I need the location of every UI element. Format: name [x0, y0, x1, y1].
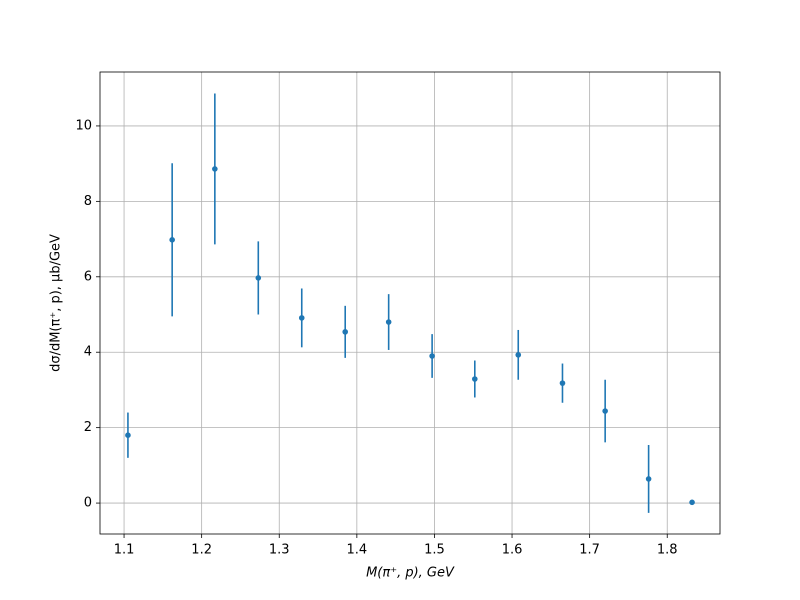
x-tick-label: 1.7 — [579, 543, 600, 558]
point — [342, 329, 349, 335]
point — [169, 237, 175, 243]
point — [559, 380, 566, 386]
plot-frame — [99, 71, 721, 535]
y-tick-label: 8 — [84, 194, 92, 209]
point — [645, 476, 652, 482]
point — [515, 352, 522, 358]
y-tick-label: 0 — [84, 496, 92, 511]
x-tick-label: 1.8 — [657, 543, 678, 558]
x-tick-label: 1.2 — [191, 543, 212, 558]
x-tick-label: 1.4 — [347, 543, 368, 558]
y-tick-label: 2 — [84, 420, 92, 435]
point — [471, 376, 478, 382]
x-axis-label: M(π⁺, p), GeV — [366, 566, 455, 581]
y-tick-label: 10 — [75, 118, 92, 133]
point — [602, 408, 608, 414]
x-tick-label: 1.1 — [114, 543, 135, 558]
y-tick-label: 4 — [84, 345, 92, 360]
x-tick-label: 1.3 — [269, 543, 290, 558]
point — [125, 432, 131, 438]
x-tick-label: 1.6 — [502, 543, 523, 558]
point — [385, 319, 392, 325]
point — [255, 275, 262, 281]
point — [212, 166, 218, 172]
y-tick-label: 6 — [84, 269, 92, 284]
x-tick-label: 1.5 — [424, 543, 445, 558]
point — [429, 353, 435, 359]
y-axis-label: dσ/dM(π⁺, p), μb/GeV — [49, 234, 64, 372]
point — [689, 499, 695, 506]
point — [298, 315, 305, 321]
